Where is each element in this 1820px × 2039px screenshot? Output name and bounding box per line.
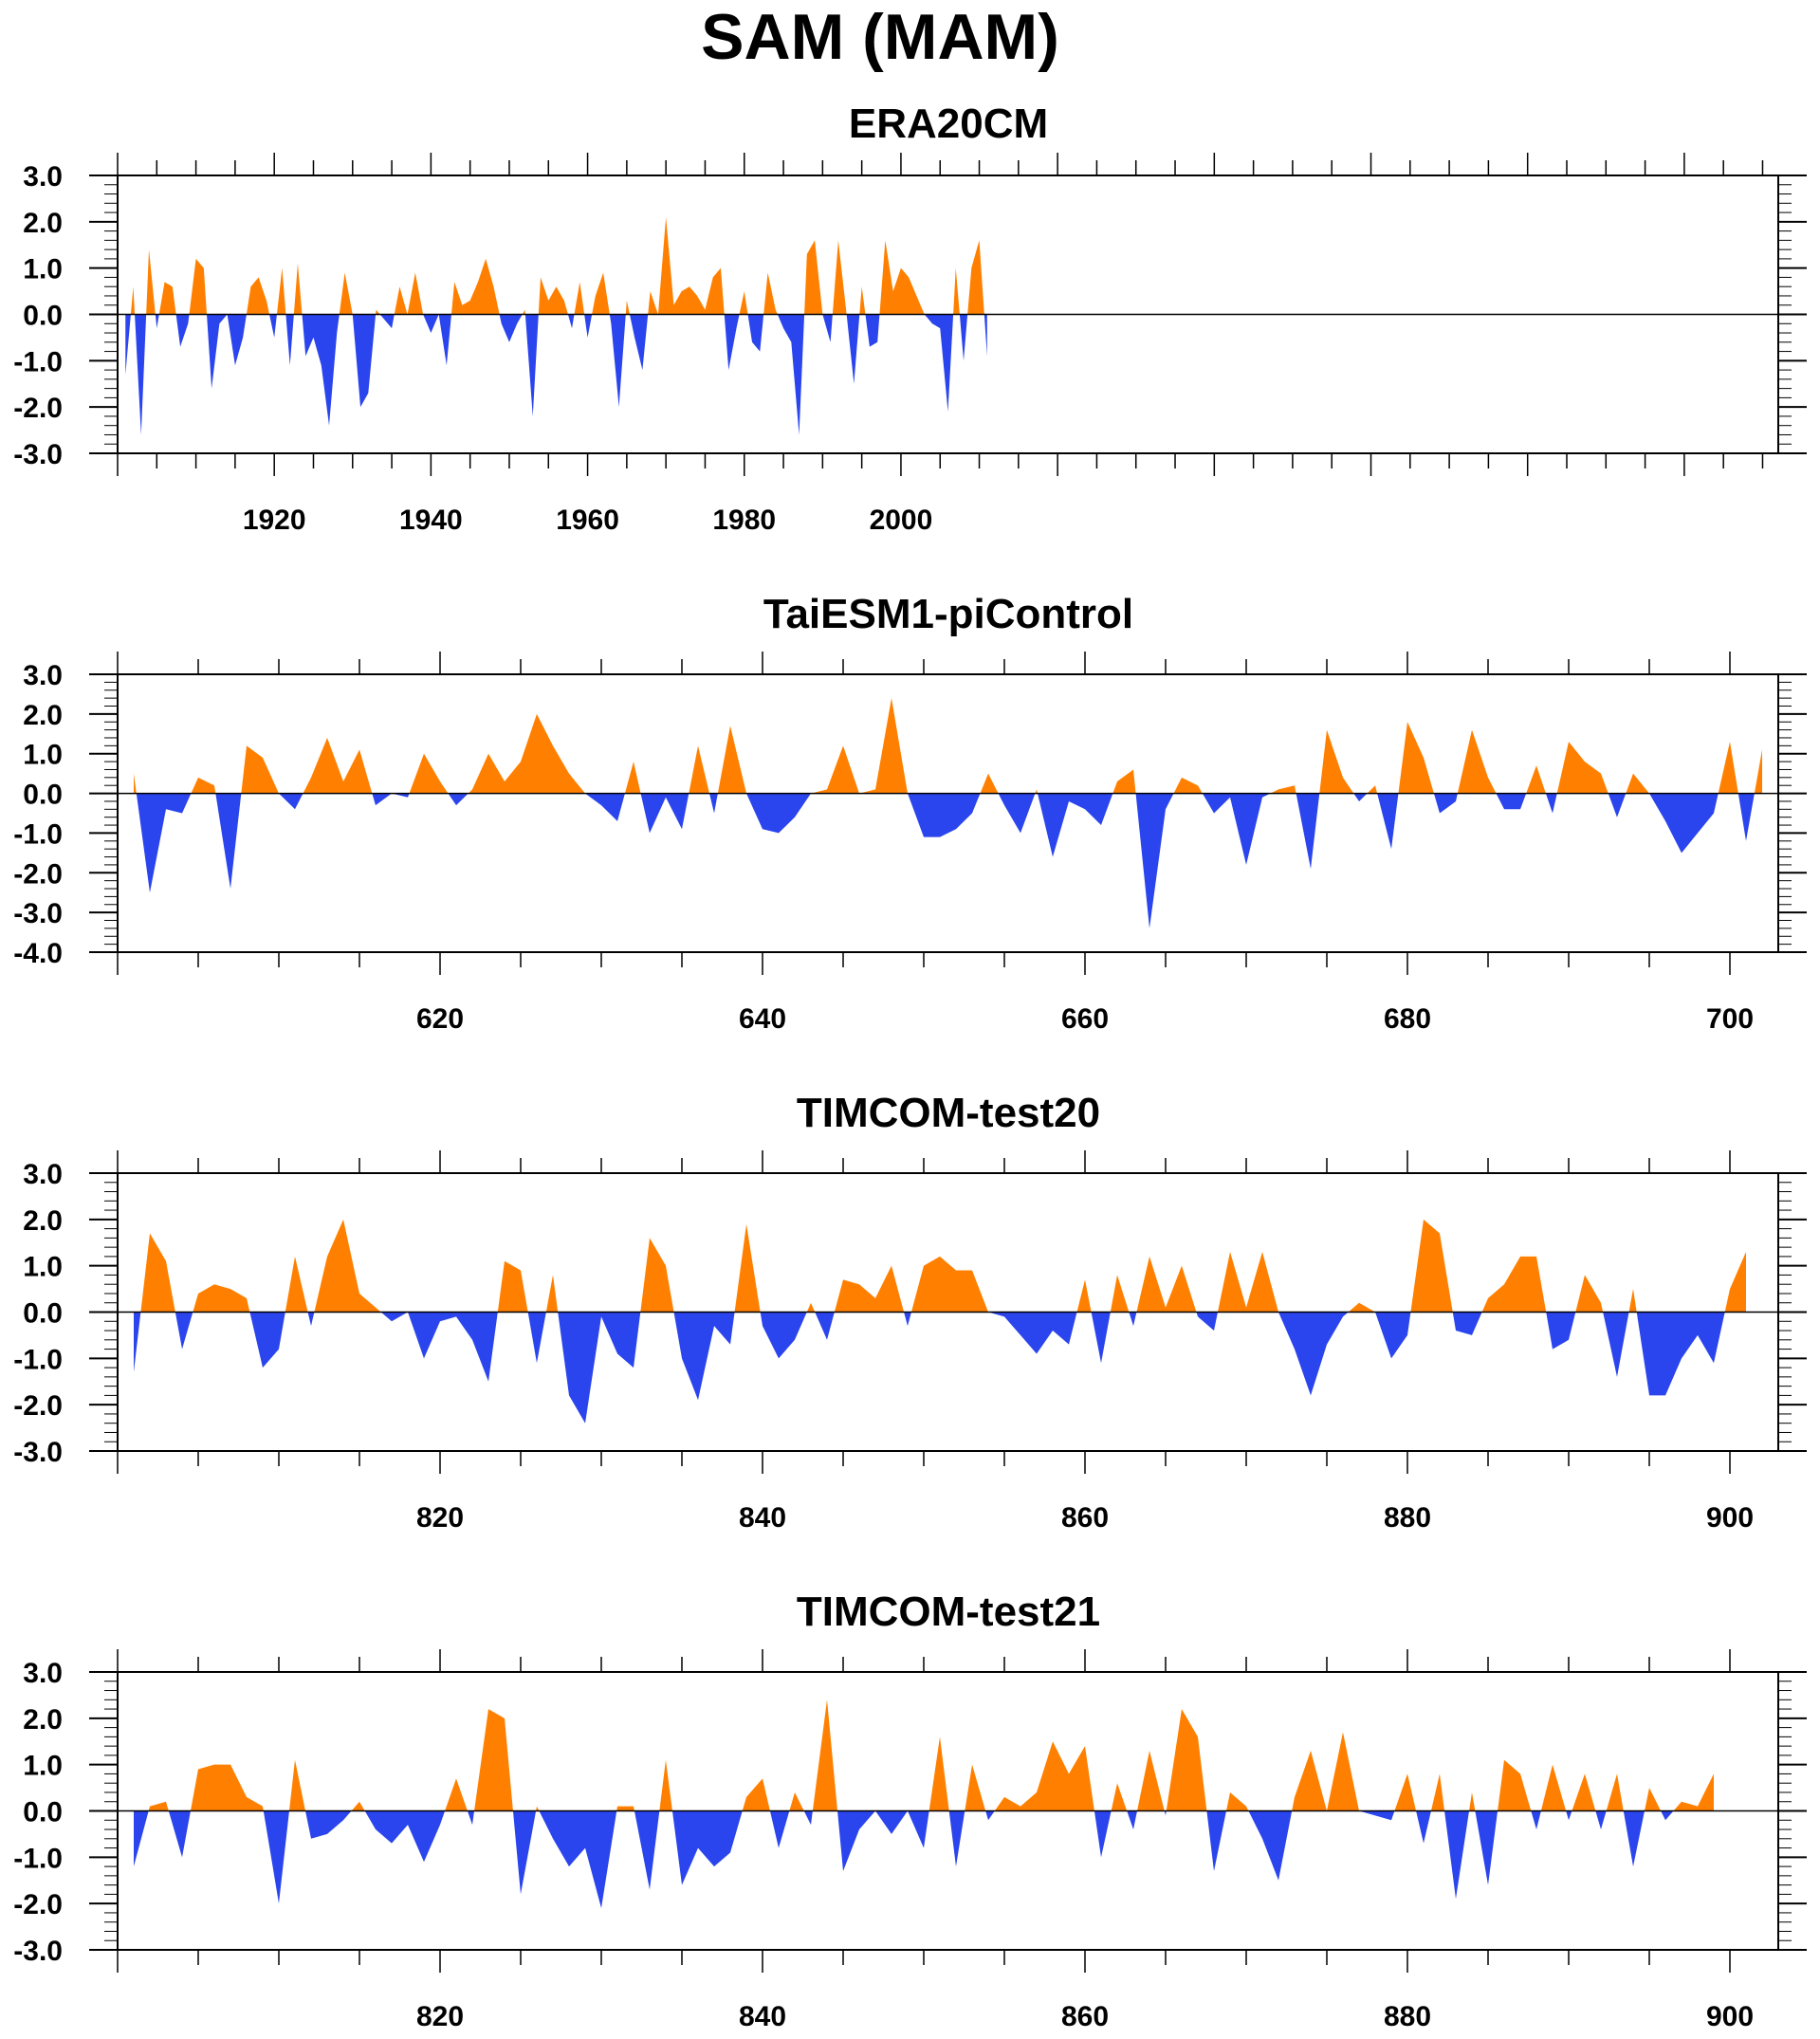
- x-axis: 1920 1940 1960 1980 2000: [117, 153, 1764, 536]
- positive-area: [134, 698, 1762, 794]
- negative-area: [125, 314, 987, 435]
- panel-era20cm: ERA20CM 3.0 2.0 1.0 0.0 -1.0 -2.0 -3.0 1920 1940…: [13, 101, 1807, 536]
- y-tick-label: 3.0: [23, 1658, 63, 1689]
- y-tick-label: 1.0: [23, 740, 63, 771]
- x-tick-label: 900: [1706, 2001, 1754, 2032]
- x-tick-label: 1980: [712, 505, 776, 536]
- x-tick-label: 660: [1061, 1003, 1109, 1035]
- x-tick-label: 820: [416, 1502, 464, 1534]
- y-tick-label: 0.0: [23, 780, 63, 811]
- plot-frame: [117, 673, 1779, 953]
- x-tick-label: 860: [1061, 1502, 1109, 1534]
- x-axis: 820 840 860 880 900: [117, 1649, 1754, 2032]
- x-tick-label: 840: [739, 2001, 786, 2032]
- y-tick-label: 0.0: [23, 1797, 63, 1828]
- x-tick-label: 840: [739, 1502, 786, 1534]
- panel-timcom-test21: TIMCOM-test21 3.0 2.0 1.0 0.0 -1.0 -2.0 -3.0 82…: [13, 1589, 1807, 2032]
- x-tick-label: 880: [1384, 2001, 1431, 2032]
- x-tick-label: 640: [739, 1003, 786, 1035]
- panel-title: TIMCOM-test21: [797, 1589, 1100, 1635]
- y-tick-label: 1.0: [23, 1751, 63, 1782]
- x-tick-label: 2000: [870, 505, 933, 536]
- y-tick-label: 1.0: [23, 254, 63, 285]
- y-tick-label: 1.0: [23, 1252, 63, 1283]
- x-tick-label: 860: [1061, 2001, 1109, 2032]
- y-tick-label: -1.0: [13, 1344, 63, 1375]
- y-tick-label: -3.0: [13, 1437, 63, 1468]
- figure-title: SAM (MAM): [701, 1, 1059, 73]
- y-axis: 3.0 2.0 1.0 0.0 -1.0 -2.0 -3.0: [13, 1159, 1807, 1468]
- y-tick-label: -2.0: [13, 858, 63, 890]
- y-tick-label: 2.0: [23, 208, 63, 239]
- y-tick-label: 3.0: [23, 1159, 63, 1190]
- x-tick-label: 1920: [243, 505, 306, 536]
- x-tick-label: 700: [1706, 1003, 1754, 1035]
- panel-title: ERA20CM: [849, 101, 1048, 147]
- y-tick-label: -4.0: [13, 938, 63, 969]
- y-tick-label: -1.0: [13, 1843, 63, 1874]
- y-tick-label: 0.0: [23, 301, 63, 332]
- y-axis: 3.0 2.0 1.0 0.0 -1.0 -2.0 -3.0 -4.0: [13, 660, 1807, 969]
- y-tick-label: 2.0: [23, 1205, 63, 1237]
- anomaly-area: [134, 1219, 1746, 1424]
- y-tick-label: 3.0: [23, 660, 63, 691]
- x-tick-label: 620: [416, 1003, 464, 1035]
- y-tick-label: -2.0: [13, 1390, 63, 1422]
- positive-area: [134, 1219, 1746, 1313]
- positive-area: [125, 216, 987, 315]
- anomaly-area: [134, 698, 1762, 928]
- negative-area: [134, 793, 1762, 928]
- y-tick-label: -2.0: [13, 1889, 63, 1920]
- x-axis: 620 640 660 680 700: [117, 652, 1754, 1035]
- panel-timcom-test20: TIMCOM-test20 3.0 2.0 1.0 0.0 -1.0 -2.0 -3.0 82…: [13, 1090, 1807, 1534]
- x-tick-label: 880: [1384, 1502, 1431, 1534]
- anomaly-area: [125, 216, 987, 435]
- y-tick-label: -2.0: [13, 393, 63, 424]
- x-tick-label: 900: [1706, 1502, 1754, 1534]
- y-tick-label: 3.0: [23, 161, 63, 193]
- x-axis: 820 840 860 880 900: [117, 1150, 1754, 1534]
- y-axis: 3.0 2.0 1.0 0.0 -1.0 -2.0 -3.0: [13, 161, 1807, 470]
- x-tick-label: 1960: [556, 505, 619, 536]
- y-tick-label: 2.0: [23, 1704, 63, 1736]
- anomaly-area: [134, 1699, 1714, 1909]
- panel-title: TIMCOM-test20: [797, 1090, 1100, 1136]
- negative-area: [134, 1810, 1714, 1909]
- y-tick-label: -3.0: [13, 1936, 63, 1967]
- y-tick-label: -3.0: [13, 439, 63, 470]
- x-tick-label: 820: [416, 2001, 464, 2032]
- x-tick-label: 680: [1384, 1003, 1431, 1035]
- y-tick-label: -1.0: [13, 346, 63, 377]
- panel-taiesm1-picontrol: TaiESM1-piControl 3.0 2.0 1.0 0.0 -1.0 -2.0 -3…: [13, 591, 1807, 1035]
- y-tick-label: 0.0: [23, 1298, 63, 1330]
- positive-area: [134, 1699, 1714, 1811]
- negative-area: [134, 1312, 1746, 1424]
- y-tick-label: -3.0: [13, 898, 63, 929]
- panel-title: TaiESM1-piControl: [763, 591, 1133, 637]
- y-tick-label: -1.0: [13, 818, 63, 850]
- y-tick-label: 2.0: [23, 700, 63, 731]
- y-axis: 3.0 2.0 1.0 0.0 -1.0 -2.0 -3.0: [13, 1658, 1807, 1967]
- x-tick-label: 1940: [399, 505, 463, 536]
